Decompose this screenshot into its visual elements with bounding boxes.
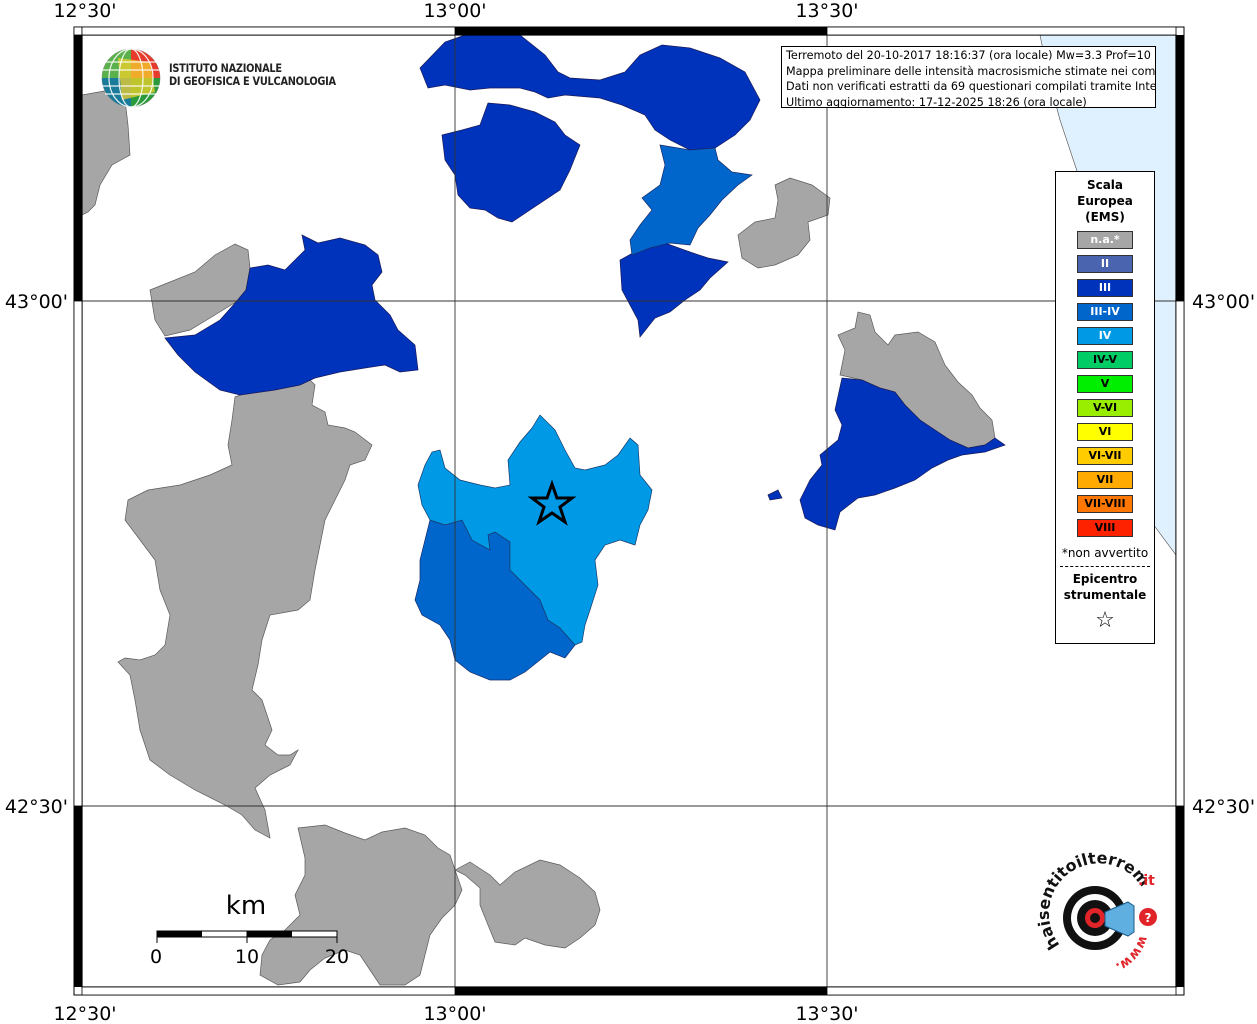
- scale-tick-10: 10: [235, 946, 259, 968]
- graticule: [82, 35, 1176, 987]
- legend-items: n.a.* II III III-IV IV IV-V V V-VI VI VI-VII VII VI…: [1056, 231, 1154, 537]
- coord-right-1: 43°00': [1192, 291, 1255, 313]
- legend-item: V: [1077, 375, 1133, 393]
- legend-note: *non avvertito: [1061, 546, 1149, 560]
- intensity-iv-municipalities: [417, 414, 653, 646]
- coord-bottom-2: 13°00': [423, 1003, 486, 1024]
- legend-item: VII-VIII: [1077, 495, 1133, 513]
- svg-text:?: ?: [1145, 911, 1152, 925]
- event-info-line-3: Dati non verificati estratti da 69 quest…: [786, 80, 1156, 93]
- legend-epicenter-line-1: Epicentro: [1072, 572, 1138, 586]
- event-info-line-1: Terremoto del 20-10-2017 18:16:37 (ora l…: [786, 49, 1156, 62]
- scale-tick-0: 0: [150, 946, 162, 968]
- legend-item: V-VI: [1077, 399, 1133, 417]
- legend-item: VI: [1077, 423, 1133, 441]
- ems-legend: Scala Europea (EMS) n.a.* II III III-IV IV IV…: [1055, 171, 1155, 644]
- legend-epicenter-label: Epicentro strumentale: [1056, 571, 1154, 603]
- legend-item: III: [1077, 279, 1133, 297]
- scale-bar: km 0 10 20: [150, 891, 349, 968]
- legend-epicenter-line-2: strumentale: [1063, 588, 1147, 602]
- legend-item: IV: [1077, 327, 1133, 345]
- legend-item: VIII: [1077, 519, 1133, 537]
- legend-star-icon: ☆: [1095, 608, 1115, 633]
- legend-item: VI-VII: [1077, 447, 1133, 465]
- ingv-logo-text: ISTITUTO NAZIONALE DI GEOFISICA E VULCAN…: [169, 62, 336, 88]
- scale-unit: km: [226, 891, 266, 921]
- legend-title-line-1: Scala: [1086, 178, 1124, 192]
- epicenter-star: [527, 479, 577, 526]
- map-frame: [73, 26, 1185, 996]
- ingv-line-2: DI GEOFISICA E VULCANOLOGIA: [169, 74, 336, 88]
- coord-top-1: 12°30': [53, 0, 116, 22]
- coord-left-2: 42°30': [5, 796, 68, 818]
- legend-item: III-IV: [1077, 303, 1133, 321]
- coord-right-2: 42°30': [1192, 796, 1255, 818]
- na-municipalities: [82, 89, 996, 986]
- legend-item: IV-V: [1077, 351, 1133, 369]
- coord-bottom-3: 13°30': [795, 1003, 858, 1024]
- legend-title-line-2: Europea: [1077, 194, 1133, 208]
- ingv-logo-icon: [101, 48, 161, 108]
- legend-item: n.a.*: [1077, 231, 1133, 249]
- event-info-line-2: Mappa preliminare delle intensità macros…: [786, 64, 1156, 78]
- haisentito-domain: .it: [1138, 873, 1155, 889]
- legend-item: II: [1077, 255, 1133, 273]
- scale-tick-20: 20: [325, 946, 349, 968]
- intensity-iii-municipalities: [164, 35, 1006, 531]
- event-info-line-4: Ultimo aggiornamento: 17-12-2025 18:26 (…: [786, 95, 1087, 108]
- legend-separator: [1060, 566, 1150, 567]
- legend-title-line-3: (EMS): [1085, 210, 1125, 224]
- event-info-box: Terremoto del 20-10-2017 18:16:37 (ora l…: [781, 46, 1156, 108]
- coord-left-1: 43°00': [5, 291, 68, 313]
- legend-item: VII: [1077, 471, 1133, 489]
- coord-bottom-1: 12°30': [53, 1003, 116, 1024]
- ingv-line-1: ISTITUTO NAZIONALE: [169, 61, 282, 75]
- legend-title: Scala Europea (EMS): [1056, 177, 1154, 225]
- coord-top-2: 13°00': [423, 0, 486, 22]
- coord-top-3: 13°30': [795, 0, 858, 22]
